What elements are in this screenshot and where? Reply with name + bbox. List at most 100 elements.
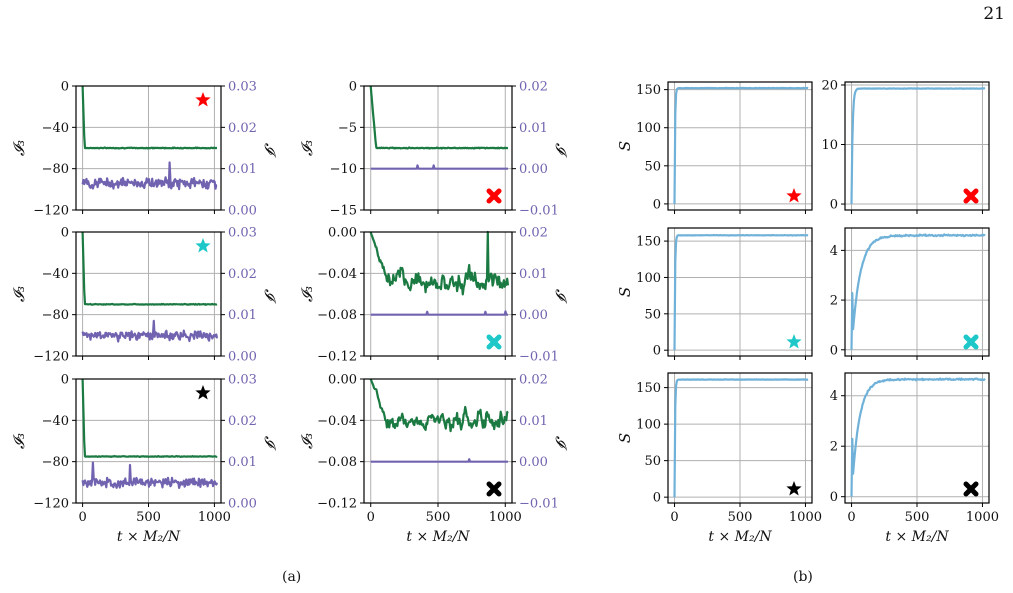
y-tick-label: 50 <box>644 159 661 174</box>
series-line-purple <box>81 319 219 343</box>
y-tick-label: 20 <box>821 78 838 93</box>
y2-tick-label: 0.01 <box>519 267 548 282</box>
y2-tick-label: 0.00 <box>519 308 548 323</box>
y-axis-label: 𝓘₃ <box>298 433 316 449</box>
x-marker-icon-stroke-2 <box>486 481 502 497</box>
y2-tick-label: 0.01 <box>228 162 257 177</box>
y-tick-label: −120 <box>33 497 69 512</box>
x-tick-label: 0 <box>670 510 678 525</box>
y-tick-label: 100 <box>636 271 661 286</box>
y-tick-label: −80 <box>42 308 69 323</box>
y2-tick-label: 0.00 <box>228 204 257 219</box>
y-tick-label: −40 <box>42 414 69 429</box>
y-tick-label: 150 <box>636 83 661 98</box>
chart-b-r3-c2: 0 2 4 0 500 1000 t × M₂/N <box>830 372 999 545</box>
y-axis-label: S <box>616 433 634 443</box>
x-tick-label: 0 <box>847 510 855 525</box>
chart-b-r2-c1: 0 50 100 150 S <box>616 227 813 360</box>
chart-a-r3-c2: 0.00 −0.04 −0.08 −0.12 0 500 1000−0.01 0.00 0.01… <box>298 373 570 546</box>
series-line-blue <box>673 378 809 498</box>
y-tick-label: 0 <box>349 80 357 95</box>
y-tick-label: 100 <box>636 418 661 433</box>
y-tick-label: −120 <box>33 350 69 365</box>
series-line-green <box>369 230 510 296</box>
y-axis-label: S <box>616 141 634 151</box>
y-tick-label: 0 <box>653 344 661 359</box>
y2-tick-label: 0.02 <box>519 373 548 388</box>
y2-tick-label: 0.01 <box>228 455 257 470</box>
x-tick-label: 0 <box>367 510 375 525</box>
chart-a-r1-c2: 0 −5 −10 −15 −0.01 0.00 0.01 0.02 𝓘 𝓘₃ <box>298 80 570 219</box>
y2-tick-label: 0.03 <box>228 80 257 95</box>
y-tick-label: −40 <box>42 121 69 136</box>
star-marker-icon <box>195 238 211 253</box>
x-marker-icon-stroke-2 <box>486 334 502 350</box>
y2-tick-label: −0.01 <box>519 497 559 512</box>
x-tick-label: 1000 <box>789 510 822 525</box>
series-line-green <box>81 85 218 150</box>
y2-tick-label: 0.02 <box>519 80 548 95</box>
star-marker-icon <box>786 481 802 496</box>
y-tick-label: 4 <box>830 389 838 404</box>
series-line-blue <box>850 87 986 205</box>
y2-tick-label: 0.01 <box>228 308 257 323</box>
star-marker-icon <box>195 92 211 107</box>
series-line-purple <box>370 164 509 170</box>
y-tick-label: −0.08 <box>317 308 357 323</box>
x-marker-icon-stroke-2 <box>486 188 502 204</box>
y-tick-label: 10 <box>821 138 838 153</box>
y2-tick-label: −0.01 <box>519 350 559 365</box>
y2-axis-label: 𝓘 <box>552 436 570 451</box>
x-axis-label: t × M₂/N <box>708 529 772 545</box>
y-tick-label: 2 <box>830 440 838 455</box>
series-line-purple <box>370 458 509 463</box>
y-axis-label: 𝓘₃ <box>10 140 28 156</box>
y-axis-label: 𝓘₃ <box>10 433 28 449</box>
y-tick-label: −40 <box>42 267 69 282</box>
y-tick-label: −80 <box>42 162 69 177</box>
y-tick-label: 0 <box>830 343 838 358</box>
y-tick-label: 50 <box>644 454 661 469</box>
y2-tick-label: 0.02 <box>519 226 548 241</box>
y-tick-label: 0 <box>61 80 69 95</box>
y-tick-label: −0.08 <box>317 455 357 470</box>
x-tick-label: 500 <box>728 510 753 525</box>
y-tick-label: 50 <box>644 307 661 322</box>
y-tick-label: −5 <box>338 121 357 136</box>
x-tick-label: 1000 <box>489 510 522 525</box>
x-marker-icon-stroke-2 <box>963 334 979 350</box>
y2-tick-label: 0.02 <box>228 267 257 282</box>
y-tick-label: 2 <box>830 294 838 309</box>
caption-a: (a) <box>282 569 302 585</box>
series-line-purple <box>81 161 218 191</box>
y-axis-label: S <box>616 287 634 297</box>
y2-axis-label: 𝓘 <box>261 143 279 158</box>
y2-tick-label: 0.00 <box>228 497 257 512</box>
x-tick-label: 1000 <box>966 510 999 525</box>
chart-b-r3-c1: 0 50 100 150 0 500 1000 St × M₂/N <box>616 372 822 545</box>
series-line-green <box>369 85 509 150</box>
y-tick-label: −15 <box>330 204 357 219</box>
y-tick-label: 150 <box>636 235 661 250</box>
chart-b-r1-c2: 0 10 20 <box>821 78 990 214</box>
chart-a-r1-c1: 0 −40 −80 −120 0.00 0.01 0.02 0.03 𝓘 𝓘₃ <box>10 80 279 219</box>
x-marker-icon <box>963 481 979 497</box>
y2-tick-label: 0.00 <box>519 162 548 177</box>
chart-a-r2-c1: 0 −40 −80 −120 0.00 0.01 0.02 0.03 𝓘 𝓘₃ <box>10 226 279 365</box>
x-tick-label: 500 <box>136 510 161 525</box>
y2-tick-label: 0.02 <box>228 121 257 136</box>
page-number: 21 <box>983 4 1005 24</box>
y-tick-label: −0.12 <box>317 350 357 365</box>
chart-b-r2-c2: 0 2 4 <box>830 227 990 360</box>
x-tick-label: 1000 <box>198 510 231 525</box>
chart-b-r1-c1: 0 50 100 150 S <box>616 81 813 214</box>
y2-axis-label: 𝓘 <box>552 289 570 304</box>
star-marker-icon <box>786 188 802 203</box>
y-tick-label: 0 <box>653 197 661 212</box>
x-marker-icon-stroke-2 <box>963 481 979 497</box>
y2-tick-label: 0.00 <box>228 350 257 365</box>
y-tick-label: 0 <box>653 491 661 506</box>
y2-tick-label: 0.03 <box>228 373 257 388</box>
x-axis-label: t × M₂/N <box>885 529 949 545</box>
